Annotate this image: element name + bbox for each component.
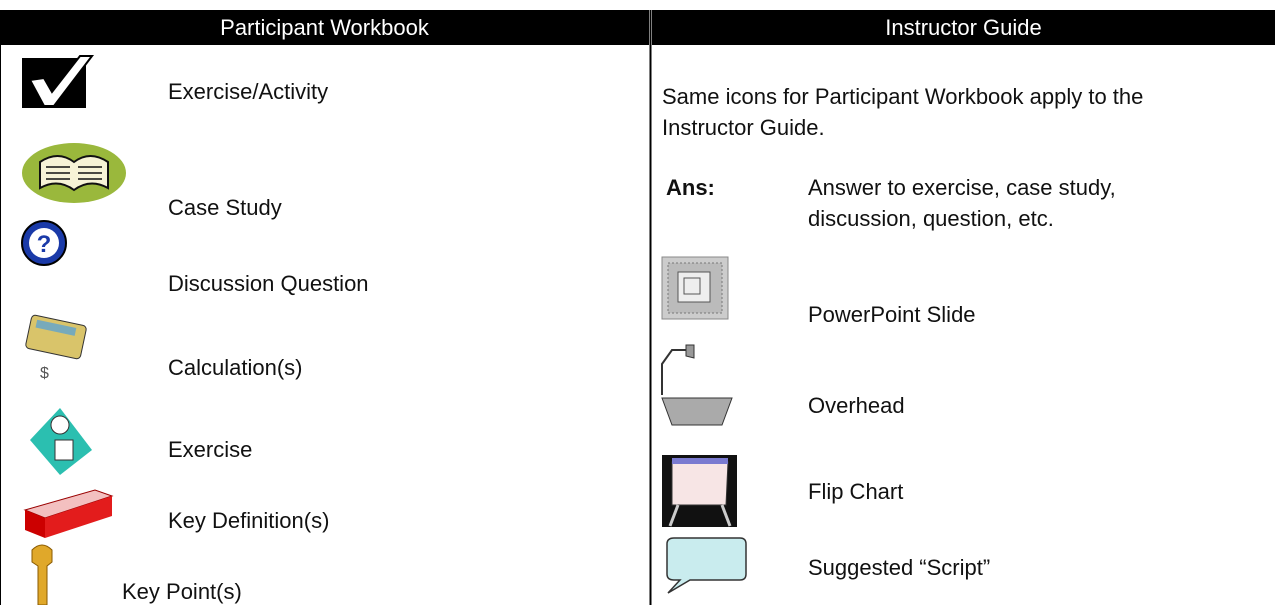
item-label: Calculation(s) (168, 355, 303, 380)
header-left: Participant Workbook (0, 10, 649, 45)
answer-text: Answer to exercise, case study, (808, 175, 1116, 200)
icon-check (22, 55, 95, 108)
item-label: Exercise/Activity (168, 79, 329, 104)
svg-text:?: ? (37, 231, 52, 258)
svg-text:$: $ (40, 365, 49, 382)
item-label: Key Definition(s) (168, 508, 330, 533)
note: Same icons for Participant Workbook appl… (662, 84, 1144, 109)
header-right: Instructor Guide (652, 10, 1275, 45)
item-label: Suggested “Script” (808, 555, 991, 580)
item-label: Case Study (168, 195, 282, 220)
icon-exercise (30, 408, 92, 475)
answer-term: Ans: (666, 175, 715, 200)
item-label: Overhead (808, 393, 905, 418)
icon-key (31, 544, 53, 605)
icon-slide (661, 256, 729, 320)
icon-flipchart (662, 455, 737, 527)
icon-book (22, 143, 126, 203)
icon-red-book (23, 489, 114, 538)
item-label: Key Point(s) (122, 579, 242, 604)
item-label: Exercise (168, 437, 253, 462)
icon-calculator: $ (25, 314, 87, 382)
icon-speech (666, 537, 747, 594)
answer-text: discussion, question, etc. (808, 206, 1054, 231)
icon-question: ? (21, 220, 67, 266)
item-label: Discussion Question (168, 271, 369, 296)
icon-overhead (661, 344, 733, 426)
item-label: PowerPoint Slide (808, 302, 976, 327)
item-label: Flip Chart (808, 479, 904, 504)
note: Instructor Guide. (662, 115, 825, 140)
